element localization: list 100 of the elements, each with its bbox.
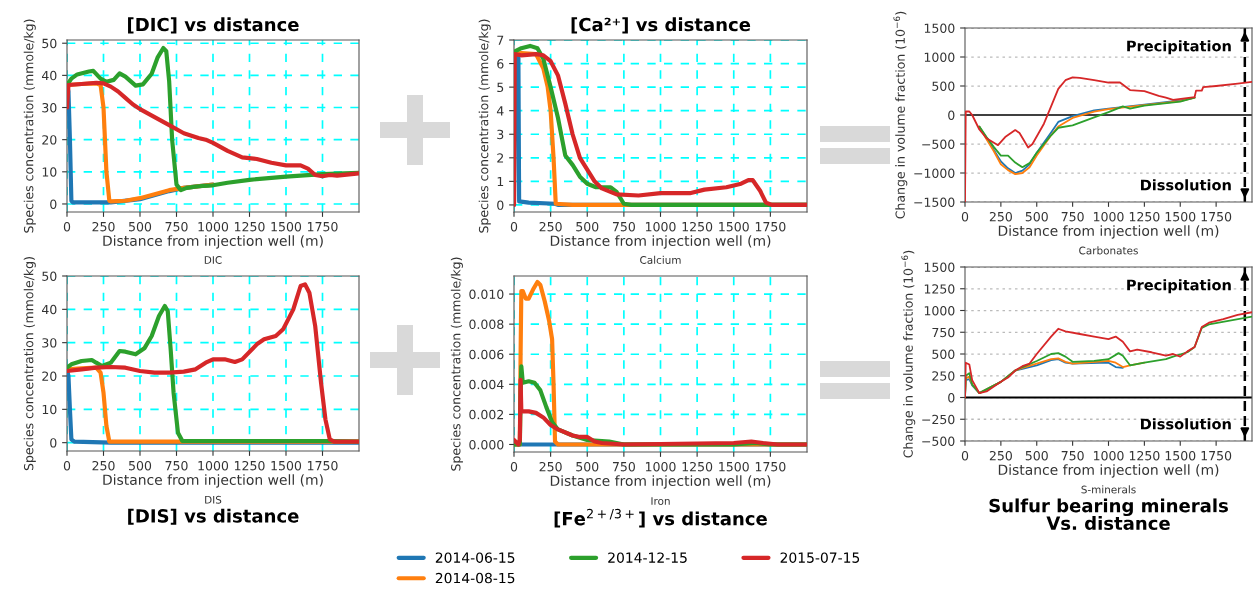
x-axis-title: Distance from injection well (m) <box>998 464 1219 478</box>
y-tick-label: 1000 <box>924 305 955 316</box>
y-tick-label: 4 <box>496 106 504 116</box>
x-axis-title: Distance from injection well (m) <box>550 235 771 249</box>
y-tick-label: 1 <box>497 177 504 187</box>
x-tick-label: 250 <box>989 211 1012 222</box>
x-tick-label: 750 <box>165 460 188 471</box>
x-tick-label: 1500 <box>271 221 302 232</box>
x-tick-label: 1000 <box>645 221 676 232</box>
x-tick-label: 500 <box>129 460 152 471</box>
x-tick-label: 750 <box>612 221 635 232</box>
x-tick-label: 500 <box>1025 211 1048 222</box>
x-tick-label: 1750 <box>1201 211 1232 222</box>
x-tick-label: 0 <box>63 460 71 471</box>
x-tick-label: 500 <box>576 221 599 232</box>
y-tick-label: 40 <box>41 70 57 81</box>
x-tick-label: 1250 <box>1129 450 1160 461</box>
x-tick-label: 1250 <box>1129 211 1160 222</box>
annotation: Dissolution <box>1141 179 1231 191</box>
text: DIS <box>205 495 222 504</box>
y-tick-label: 40 <box>41 304 57 315</box>
y-tick-label: 0 <box>948 110 955 120</box>
y-tick-label: 5 <box>497 82 504 93</box>
y-tick-label: −1500 <box>914 197 955 207</box>
y-tick-label: 0.010 <box>469 289 504 299</box>
text: [Fe$^{2+/3+}$] vs distance <box>554 508 767 528</box>
y-axis-title: Change in volume fraction (10$^{−6}$) <box>901 250 916 458</box>
y-axis-title: Species concentration (mmole/kg) <box>23 19 36 233</box>
x-tick-label: 250 <box>989 450 1012 461</box>
x-tick-label: 0 <box>961 211 969 222</box>
x-tick-label: 750 <box>612 461 635 472</box>
text: Carbonates <box>1079 246 1138 255</box>
x-axis-title: Distance from injection well (m) <box>103 474 323 488</box>
x-tick-label: 750 <box>165 221 188 232</box>
x-tick-label: 500 <box>1025 450 1048 461</box>
y-tick-label: 20 <box>42 135 57 145</box>
x-tick-label: 1000 <box>198 460 229 471</box>
x-tick-label: 1750 <box>755 461 786 472</box>
y-tick-label: 10 <box>42 404 57 415</box>
x-tick-label: 1000 <box>1093 211 1124 222</box>
y-tick-label: 20 <box>42 371 57 381</box>
text: Calcium <box>640 255 681 264</box>
y-tick-label: 0.000 <box>469 439 504 450</box>
y-tick-label: 1000 <box>924 52 955 62</box>
x-tick-label: 250 <box>92 221 115 232</box>
text: DIC <box>204 256 222 264</box>
legend-label: 2014-06-15 <box>435 552 515 563</box>
y-tick-label: 50 <box>42 271 57 281</box>
y-tick-label: 0.006 <box>469 349 504 360</box>
y-tick-label: −1000 <box>914 168 955 178</box>
y-tick-label: 0 <box>497 200 504 210</box>
x-tick-label: 0 <box>63 221 71 232</box>
x-tick-label: 0 <box>510 221 518 232</box>
x-tick-label: 1250 <box>682 221 713 232</box>
y-axis-title: Species concentration (mmole/kg) <box>450 257 463 471</box>
y-tick-label: 7 <box>497 35 504 45</box>
text: S-minerals <box>1081 485 1136 494</box>
y-tick-label: 30 <box>42 102 57 113</box>
x-tick-label: 1500 <box>271 460 302 471</box>
y-tick-label: 500 <box>932 81 955 91</box>
x-axis-title: Distance from injection well (m) <box>550 475 771 489</box>
x-tick-label: 1500 <box>1165 211 1196 222</box>
annotation: Precipitation <box>1127 40 1231 55</box>
y-tick-label: 30 <box>42 338 57 348</box>
y-tick-label: 0 <box>948 392 955 403</box>
y-tick-label: −500 <box>922 139 955 149</box>
y-axis-title: Change in volume fraction (10$^{−6}$) <box>893 11 908 219</box>
x-tick-label: 1500 <box>719 461 749 472</box>
x-tick-label: 500 <box>576 461 599 472</box>
x-tick-label: 500 <box>129 221 152 232</box>
x-tick-label: 1000 <box>645 461 676 472</box>
y-tick-label: 0.008 <box>469 319 504 330</box>
x-axis-title: Distance from injection well (m) <box>998 225 1219 239</box>
x-tick-label: 250 <box>539 461 562 472</box>
y-axis-title: Species concentration (mmole/kg) <box>23 257 36 471</box>
y-tick-label: 50 <box>42 38 57 49</box>
y-tick-label: 10 <box>42 167 57 177</box>
x-tick-label: 250 <box>92 460 115 471</box>
legend-label: 2014-12-15 <box>608 552 687 563</box>
y-tick-label: 2 <box>497 153 504 163</box>
y-tick-label: 750 <box>932 327 955 338</box>
y-tick-label: 3 <box>497 129 504 140</box>
x-tick-label: 1750 <box>1201 450 1232 461</box>
x-tick-label: 1000 <box>198 221 229 232</box>
y-tick-label: 0 <box>50 199 57 209</box>
chart-title: [Ca²⁺] vs distance <box>571 17 751 34</box>
y-tick-label: 6 <box>497 59 504 69</box>
x-tick-label: 1000 <box>1093 450 1124 461</box>
y-tick-label: 1500 <box>924 23 955 33</box>
y-tick-label: 250 <box>932 371 955 381</box>
legend-label: 2014-08-15 <box>435 572 515 584</box>
x-tick-label: 1750 <box>307 221 338 232</box>
chart-title: [DIC] vs distance <box>128 17 299 34</box>
annotation: Precipitation <box>1127 279 1231 294</box>
y-tick-label: −500 <box>922 436 955 446</box>
text: Iron <box>651 497 670 505</box>
y-tick-label: −250 <box>922 414 955 425</box>
x-tick-label: 1250 <box>234 460 265 471</box>
text: Sulfur bearing minerals Vs. distance <box>989 498 1228 531</box>
x-axis-title: Distance from injection well (m) <box>103 235 323 249</box>
